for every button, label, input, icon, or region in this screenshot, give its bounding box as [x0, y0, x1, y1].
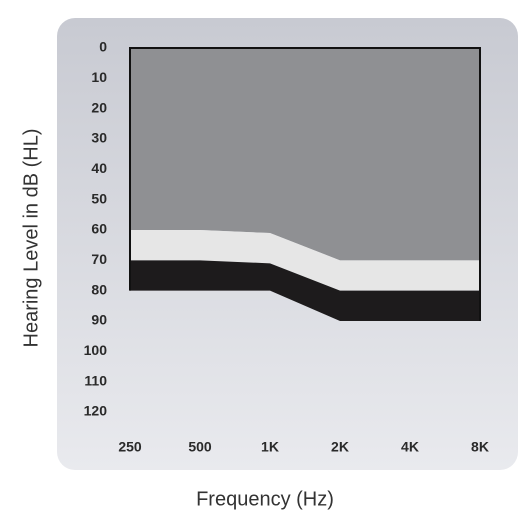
- y-tick-label: 60: [91, 221, 107, 237]
- y-tick-label: 20: [91, 99, 107, 115]
- area-band: [130, 260, 480, 321]
- x-tick-label: 500: [188, 439, 212, 455]
- y-tick-label: 30: [91, 130, 107, 146]
- y-tick-label: 40: [91, 160, 107, 176]
- frame: [129, 47, 481, 321]
- y-tick-label: 10: [91, 69, 107, 85]
- x-tick-label: 1K: [261, 439, 279, 455]
- area-band: [130, 230, 480, 291]
- y-tick-label: 110: [84, 372, 107, 388]
- y-tick-label: 50: [91, 190, 107, 206]
- x-tick-label: 8K: [471, 439, 489, 455]
- y-tick-label: 70: [91, 251, 107, 267]
- y-tick-label: 0: [99, 39, 107, 55]
- y-axis-title: Hearing Level in dB (HL): [20, 129, 42, 348]
- x-tick-label: 4K: [401, 439, 419, 455]
- y-tick-label: 120: [84, 403, 108, 419]
- y-tick-label: 100: [84, 342, 108, 358]
- x-tick-label: 2K: [331, 439, 349, 455]
- x-axis-title: Frequency (Hz): [196, 488, 334, 510]
- y-tick-label: 80: [91, 281, 107, 297]
- y-tick-label: 90: [91, 312, 107, 328]
- area-band: [130, 48, 480, 261]
- x-tick-label: 250: [118, 439, 142, 455]
